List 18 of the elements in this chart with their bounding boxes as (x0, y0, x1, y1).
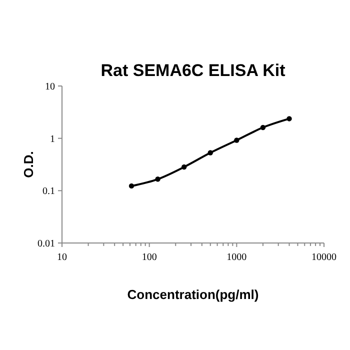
point (208, 150, 213, 156)
y-tick-label: 1 (50, 134, 55, 145)
point (260, 124, 266, 130)
point (286, 116, 292, 122)
y-tick-label: 0.1 (42, 186, 55, 198)
x-tick-label: 1000 (226, 252, 247, 263)
point (128, 183, 134, 189)
point (234, 138, 240, 143)
y-axis-title: O.D. (21, 151, 36, 178)
point (155, 176, 160, 182)
chart-title: Rat SEMA6C ELISA Kit (100, 61, 286, 80)
y-tick-label: 10 (45, 82, 55, 92)
y-tick-label: 0.01 (38, 238, 55, 250)
x-axis-title: Concentration(pg/ml) (127, 287, 259, 302)
x-tick-label: 10000 (312, 252, 336, 263)
point (181, 164, 187, 170)
x-tick-label: 100 (142, 252, 157, 263)
x-tick-label: 10 (57, 252, 67, 263)
